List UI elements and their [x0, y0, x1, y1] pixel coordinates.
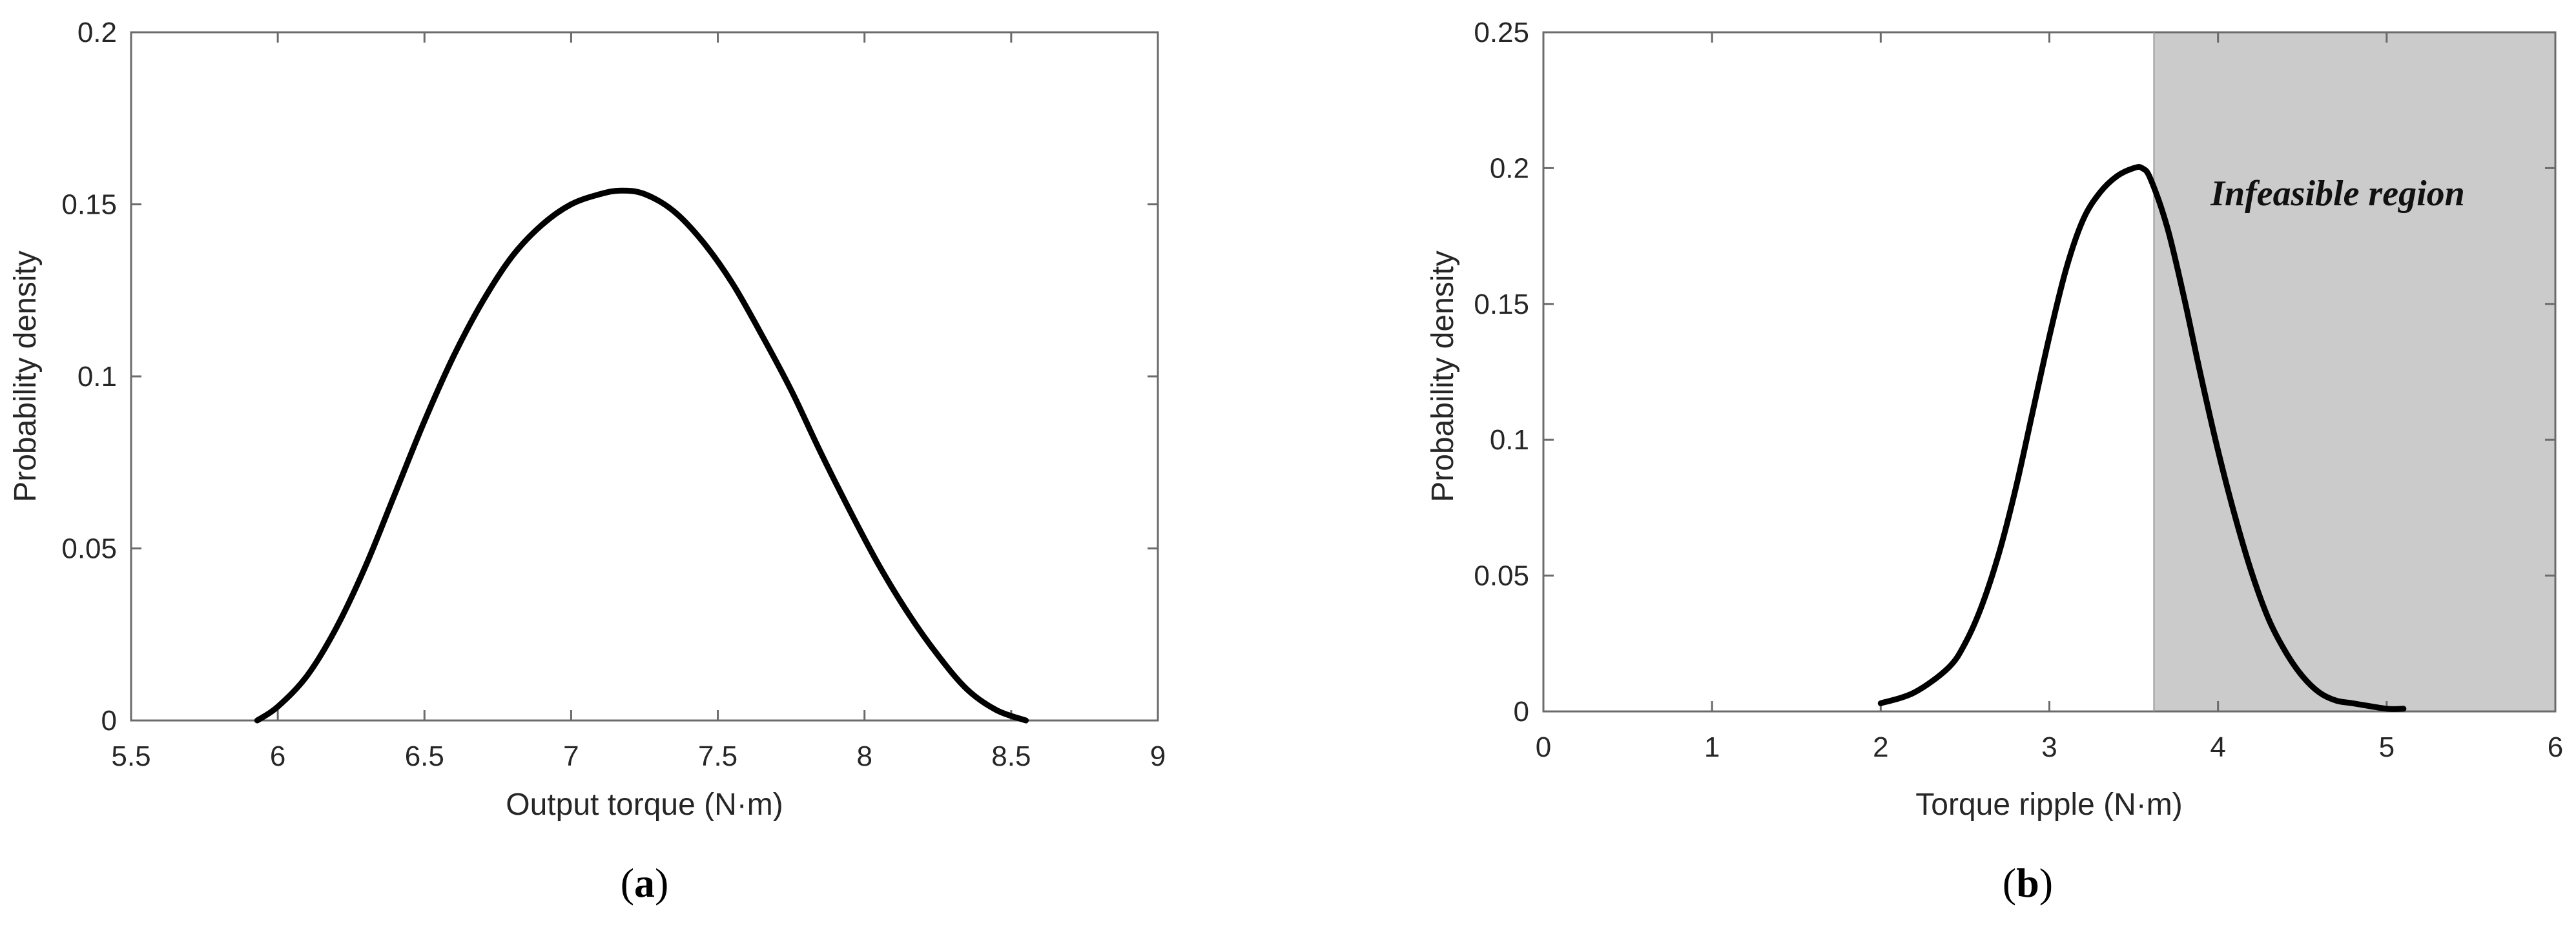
panel-a-tick-marks [131, 32, 1158, 720]
panel-b-x-tick-label: 1 [1704, 731, 1720, 763]
panel-a-x-tick-label: 6 [270, 740, 285, 772]
panel-a-y-tick-label: 0.05 [61, 533, 117, 565]
panel-a-y-tick-label: 0.15 [61, 189, 117, 221]
panel-b-x-tick-labels: 0 1 2 3 4 5 6 [1536, 731, 2563, 763]
panel-a-y-axis-label: Probability density [8, 250, 43, 502]
panel-b-x-tick-label: 2 [1873, 731, 1888, 763]
panel-b-x-tick-label: 3 [2041, 731, 2057, 763]
panel-a-x-tick-label: 7.5 [698, 740, 737, 772]
panel-a-x-axis-label: Output torque (N·m) [506, 788, 783, 822]
panel-b-y-tick-label: 0.25 [1474, 17, 1529, 48]
panel-b-x-tick-label: 6 [2548, 731, 2563, 763]
panel-a-caption: (a) [621, 860, 669, 906]
panel-b-y-tick-labels: 0 0.05 0.1 0.15 0.2 0.25 [1474, 17, 1529, 728]
panel-b-x-tick-label: 0 [1536, 731, 1551, 763]
panel-b-y-tick-label: 0 [1514, 696, 1529, 728]
panel-b-y-tick-label: 0.15 [1474, 289, 1529, 320]
panel-a-y-tick-label: 0.1 [77, 361, 117, 393]
panel-a-x-tick-label: 5.5 [111, 740, 150, 772]
panel-b-y-tick-label: 0.2 [1490, 152, 1529, 184]
panel-a-density-curve [257, 190, 1025, 720]
infeasible-region-shading [2154, 32, 2555, 711]
panel-b-x-tick-label: 4 [2210, 731, 2225, 763]
panel-a-x-tick-label: 6.5 [405, 740, 444, 772]
panel-a-chart: 5.5 6 6.5 7 7.5 8 8.5 9 0 0.05 0.1 0.15 0.2 Output … [8, 17, 1166, 906]
infeasible-region-label: Infeasible region [2210, 174, 2465, 214]
panel-a-x-tick-label: 8 [856, 740, 872, 772]
panel-b-x-axis-label: Torque ripple (N·m) [1915, 788, 2182, 822]
panel-b-y-tick-label: 0.1 [1490, 424, 1529, 456]
panel-a-y-tick-label: 0.2 [77, 17, 117, 48]
panel-a-plot-frame [131, 32, 1158, 720]
panel-b-caption: (b) [2003, 860, 2053, 906]
panel-b-y-tick-label: 0.05 [1474, 560, 1529, 592]
panel-a-y-tick-labels: 0 0.05 0.1 0.15 0.2 [61, 17, 117, 737]
panel-a-x-tick-labels: 5.5 6 6.5 7 7.5 8 8.5 9 [111, 740, 1166, 772]
panel-a-x-tick-label: 8.5 [991, 740, 1031, 772]
panel-b-chart: 0 1 2 3 4 5 6 0 0.05 0.1 0.15 0.2 0.25 Infeasible r… [1426, 17, 2563, 906]
panel-a-x-tick-label: 9 [1150, 740, 1166, 772]
panel-a-y-tick-label: 0 [101, 705, 117, 737]
panel-a-x-tick-label: 7 [563, 740, 579, 772]
panel-b-y-axis-label: Probability density [1426, 250, 1460, 502]
panel-b-x-tick-label: 5 [2379, 731, 2395, 763]
panel-a-caption-letter: a [634, 860, 655, 906]
panel-b-caption-letter: b [2016, 860, 2039, 906]
